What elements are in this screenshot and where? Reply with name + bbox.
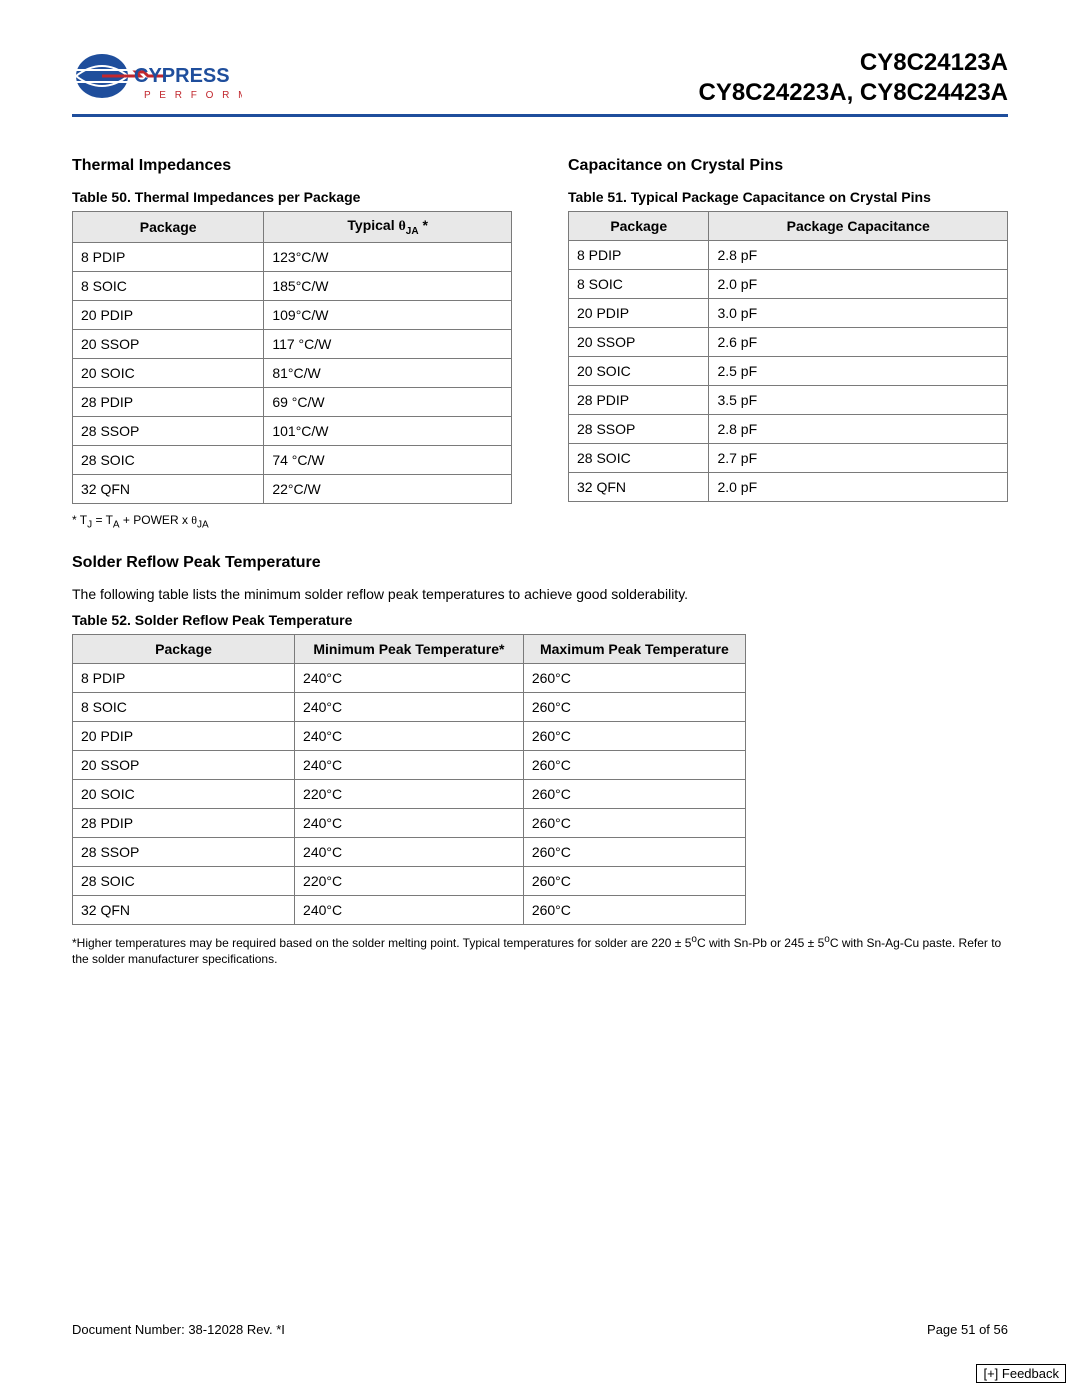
table-row: 28 PDIP 240°C 260°C [73, 808, 746, 837]
table-row: 28 SSOP 2.8 pF [569, 415, 1008, 444]
solder-footnote: *Higher temperatures may be required bas… [72, 933, 1008, 967]
table-row: 20 SSOP 2.6 pF [569, 328, 1008, 357]
table-row: 8 PDIP 240°C 260°C [73, 663, 746, 692]
table-row: 32 QFN 2.0 pF [569, 473, 1008, 502]
part-number-block: CY8C24123A CY8C24223A, CY8C24423A [698, 48, 1008, 108]
table-row: 32 QFN 22°C/W [73, 474, 512, 503]
table-row: 8 SOIC 2.0 pF [569, 270, 1008, 299]
thermal-title: Thermal Impedances [72, 157, 512, 175]
col-max-peak: Maximum Peak Temperature [523, 634, 745, 663]
table50-caption: Table 50. Thermal Impedances per Package [72, 189, 512, 205]
page-footer: Document Number: 38-12028 Rev. *I Page 5… [72, 1322, 1008, 1337]
header-rule [72, 114, 1008, 117]
table-row: 28 SOIC 2.7 pF [569, 444, 1008, 473]
table-row: 20 PDIP 109°C/W [73, 300, 512, 329]
doc-number: Document Number: 38-12028 Rev. *I [72, 1322, 285, 1337]
table-row: 20 PDIP 3.0 pF [569, 299, 1008, 328]
part-number-2: CY8C24223A, CY8C24423A [698, 78, 1008, 108]
page-header: CYPRESS P E R F O R M CY8C24123A CY8C242… [72, 48, 1008, 108]
col-package: Package [73, 212, 264, 243]
solder-rows: 8 PDIP 240°C 260°C 8 SOIC 240°C 260°C 20… [73, 663, 746, 924]
table-row: 20 SOIC 81°C/W [73, 358, 512, 387]
page-number: Page 51 of 56 [927, 1322, 1008, 1337]
svg-text:P E R F O R M: P E R F O R M [144, 90, 242, 101]
table-row: 20 SSOP 240°C 260°C [73, 750, 746, 779]
col-min-peak: Minimum Peak Temperature* [295, 634, 524, 663]
col-package: Package [73, 634, 295, 663]
table-row: 28 SOIC 74 °C/W [73, 445, 512, 474]
thermal-rows: 8 PDIP 123°C/W 8 SOIC 185°C/W 20 PDIP 10… [73, 242, 512, 503]
capacitance-table: Package Package Capacitance 8 PDIP 2.8 p… [568, 211, 1008, 502]
table-row: 28 SOIC 220°C 260°C [73, 866, 746, 895]
solder-table: Package Minimum Peak Temperature* Maximu… [72, 634, 746, 925]
table-row: 8 SOIC 185°C/W [73, 271, 512, 300]
table-row: 8 PDIP 123°C/W [73, 242, 512, 271]
col-package: Package [569, 212, 709, 241]
table-row: 20 SOIC 220°C 260°C [73, 779, 746, 808]
thermal-footnote: * TJ = TA + POWER x θJA [72, 512, 512, 532]
capacitance-title: Capacitance on Crystal Pins [568, 157, 1008, 175]
solder-title: Solder Reflow Peak Temperature [72, 554, 1008, 572]
globe-icon: CYPRESS P E R F O R M [72, 48, 242, 108]
part-number-1: CY8C24123A [698, 48, 1008, 78]
table-row: 8 SOIC 240°C 260°C [73, 692, 746, 721]
table-row: 28 SSOP 240°C 260°C [73, 837, 746, 866]
col-capacitance: Package Capacitance [709, 212, 1008, 241]
solder-intro: The following table lists the minimum so… [72, 586, 1008, 602]
table-row: 8 PDIP 2.8 pF [569, 241, 1008, 270]
table-row: 20 SOIC 2.5 pF [569, 357, 1008, 386]
col-typical-theta: Typical θJA * [264, 212, 512, 243]
svg-text:CYPRESS: CYPRESS [134, 65, 230, 87]
thermal-impedance-table: Package Typical θJA * 8 PDIP 123°C/W 8 S… [72, 211, 512, 504]
table-row: 28 SSOP 101°C/W [73, 416, 512, 445]
table51-caption: Table 51. Typical Package Capacitance on… [568, 189, 1008, 205]
feedback-button[interactable]: [+] Feedback [976, 1364, 1066, 1383]
table-row: 32 QFN 240°C 260°C [73, 895, 746, 924]
capacitance-rows: 8 PDIP 2.8 pF 8 SOIC 2.0 pF 20 PDIP 3.0 … [569, 241, 1008, 502]
table-row: 28 PDIP 69 °C/W [73, 387, 512, 416]
table-row: 20 PDIP 240°C 260°C [73, 721, 746, 750]
table-row: 28 PDIP 3.5 pF [569, 386, 1008, 415]
table-row: 20 SSOP 117 °C/W [73, 329, 512, 358]
cypress-logo: CYPRESS P E R F O R M [72, 48, 242, 108]
table52-caption: Table 52. Solder Reflow Peak Temperature [72, 612, 1008, 628]
